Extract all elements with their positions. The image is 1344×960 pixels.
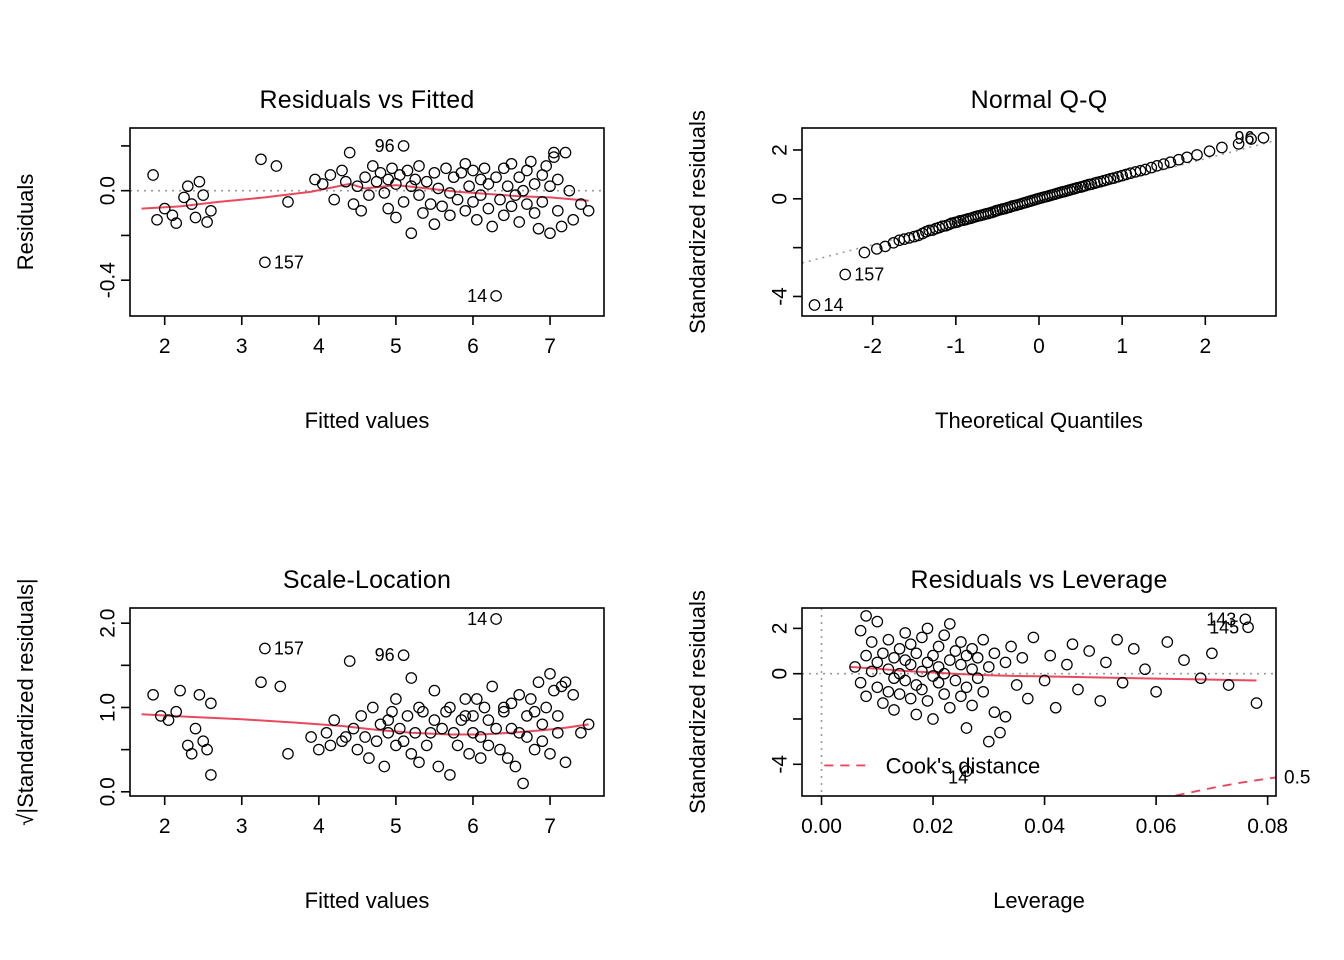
svg-text:2: 2 (769, 144, 792, 156)
svg-text:-4: -4 (769, 287, 792, 306)
svg-text:0.02: 0.02 (913, 815, 954, 838)
svg-text:14: 14 (823, 295, 843, 315)
y-axis-label-standardized-residuals-leverage: Standardized residuals (685, 590, 710, 814)
chart-title-scale-location: Scale-Location (282, 566, 452, 594)
residuals-vs-fitted-plot: 96 157 14 2 3 4 5 6 7 -0.4 0.0 (97, 127, 605, 358)
svg-text:0.5: 0.5 (1284, 767, 1310, 788)
svg-text:6: 6 (467, 335, 479, 358)
svg-text:0.00: 0.00 (801, 815, 842, 838)
svg-text:2: 2 (1199, 335, 1211, 358)
svg-text:143: 143 (1206, 609, 1236, 629)
x-axis-label-fitted-values-1: Fitted values (304, 408, 430, 433)
svg-text:1: 1 (1116, 335, 1128, 358)
panel-normal-qq: 14 157 96 -2 -1 0 1 2 -4 0 2 Normal Q-Q Standardiz… (672, 0, 1344, 480)
svg-text:157: 157 (854, 264, 884, 284)
svg-text:145: 145 (1209, 617, 1239, 637)
svg-text:0.06: 0.06 (1136, 815, 1177, 838)
svg-text:1.0: 1.0 (97, 693, 120, 722)
svg-text:0: 0 (769, 193, 792, 205)
svg-text:0: 0 (1033, 335, 1045, 358)
svg-text:3: 3 (236, 335, 248, 358)
svg-text:Cook's distance: Cook's distance (886, 753, 1041, 778)
svg-text:5: 5 (390, 335, 402, 358)
panel-residuals-vs-fitted: 96 157 14 2 3 4 5 6 7 -0.4 0.0 Residuals vs Fitted… (0, 0, 672, 480)
svg-text:0.0: 0.0 (97, 176, 120, 205)
y-axis-label-residuals: Residuals (13, 173, 38, 271)
svg-text:0: 0 (769, 668, 792, 680)
svg-text:5: 5 (390, 815, 402, 838)
x-axis-label-leverage: Leverage (993, 888, 1085, 913)
scale-location-plot: 14 157 96 2 3 4 5 6 7 0.0 1.0 2.0 (97, 607, 605, 838)
svg-text:0.0: 0.0 (97, 777, 120, 806)
normal-qq-plot: 14 157 96 -2 -1 0 1 2 -4 0 2 (769, 127, 1277, 358)
chart-title-residuals-vs-fitted: Residuals vs Fitted (259, 86, 475, 114)
x-axis-label-theoretical-quantiles: Theoretical Quantiles (935, 408, 1143, 433)
svg-text:0.08: 0.08 (1247, 815, 1288, 838)
svg-text:14: 14 (948, 768, 968, 788)
svg-text:2: 2 (159, 335, 171, 358)
panel-scale-location: 14 157 96 2 3 4 5 6 7 0.0 1.0 2.0 Scale-Location √|… (0, 480, 672, 960)
y-axis-label-sqrt-standardized-residuals: √|Standardized residuals| (13, 578, 38, 826)
svg-text:-0.4: -0.4 (97, 262, 120, 299)
svg-text:-4: -4 (769, 755, 792, 774)
svg-text:96: 96 (375, 136, 395, 156)
panel-residuals-vs-leverage: 143 145 14 0.00 0.02 0.04 0.06 0.08 -4 0 2 Cook's d… (672, 480, 1344, 960)
svg-text:3: 3 (236, 815, 248, 838)
svg-text:14: 14 (467, 286, 487, 306)
svg-text:4: 4 (313, 815, 325, 838)
svg-text:96: 96 (375, 645, 395, 665)
svg-text:7: 7 (544, 335, 556, 358)
chart-title-normal-qq: Normal Q-Q (970, 86, 1108, 114)
svg-text:157: 157 (274, 638, 304, 658)
x-axis-label-fitted-values-2: Fitted values (304, 888, 430, 913)
svg-text:7: 7 (544, 815, 556, 838)
svg-text:6: 6 (467, 815, 479, 838)
svg-text:4: 4 (313, 335, 325, 358)
svg-text:0.04: 0.04 (1024, 815, 1065, 838)
svg-text:2.0: 2.0 (97, 609, 120, 638)
svg-text:-1: -1 (946, 335, 965, 358)
svg-text:2: 2 (159, 815, 171, 838)
y-axis-label-standardized-residuals-qq: Standardized residuals (685, 110, 710, 334)
svg-text:2: 2 (769, 623, 792, 635)
svg-text:-2: -2 (863, 335, 882, 358)
svg-text:157: 157 (274, 252, 304, 272)
chart-title-residuals-vs-leverage: Residuals vs Leverage (910, 566, 1168, 594)
svg-text:14: 14 (467, 609, 487, 629)
svg-text:96: 96 (1234, 128, 1254, 148)
